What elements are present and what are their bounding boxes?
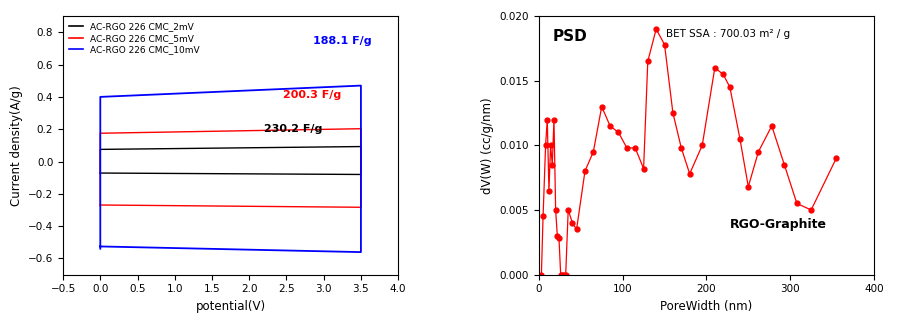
Legend: AC-RGO 226 CMC_2mV, AC-RGO 226 CMC_5mV, AC-RGO 226 CMC_10mV: AC-RGO 226 CMC_2mV, AC-RGO 226 CMC_5mV, …	[68, 21, 202, 56]
Text: PSD: PSD	[552, 29, 587, 44]
Text: 200.3 F/g: 200.3 F/g	[283, 90, 341, 100]
Text: 230.2 F/g: 230.2 F/g	[264, 124, 323, 134]
X-axis label: potential(V): potential(V)	[196, 300, 266, 313]
Text: RGO-Graphite: RGO-Graphite	[730, 218, 827, 231]
Y-axis label: Current density(A/g): Current density(A/g)	[10, 85, 23, 206]
Text: 188.1 F/g: 188.1 F/g	[313, 36, 371, 46]
Text: BET SSA : 700.03 m² / g: BET SSA : 700.03 m² / g	[666, 29, 790, 39]
Y-axis label: dV(W) (cc/g/nm): dV(W) (cc/g/nm)	[481, 97, 494, 194]
X-axis label: PoreWidth (nm): PoreWidth (nm)	[660, 300, 752, 313]
